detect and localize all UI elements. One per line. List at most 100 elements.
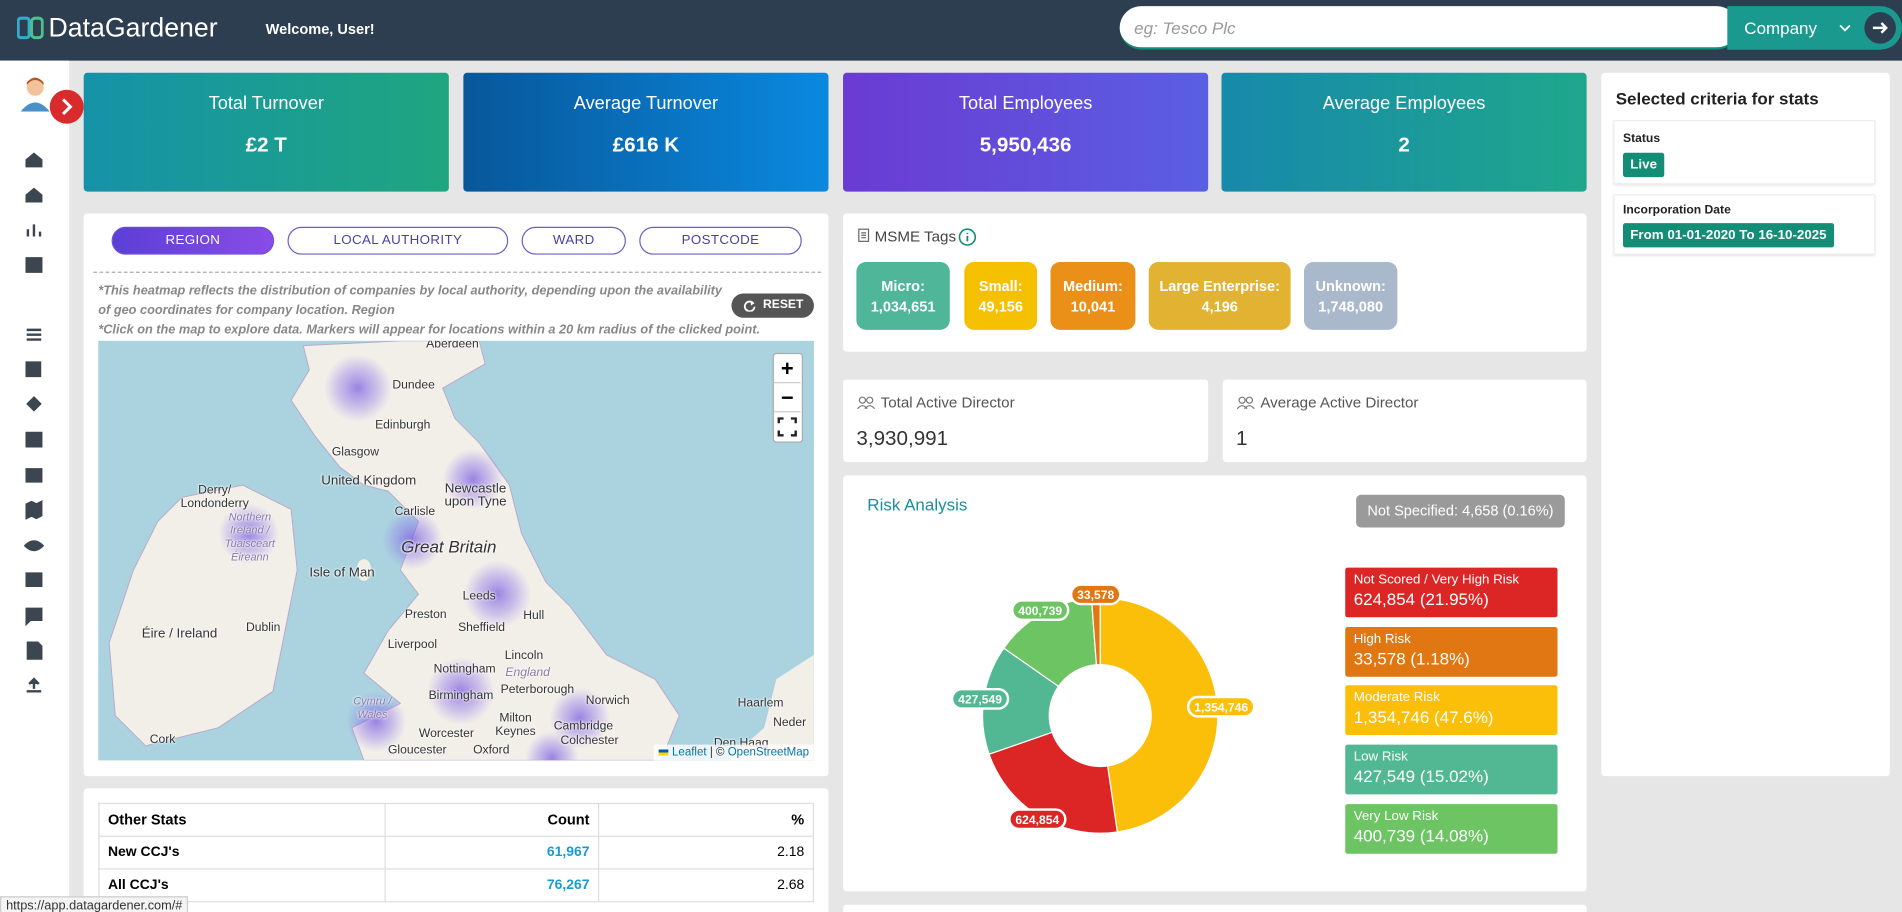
data-label-bg <box>1069 583 1122 606</box>
tag-label: Micro: <box>881 277 925 295</box>
data-label-text: 33,578 <box>1077 588 1114 602</box>
criteria-item: Status Live <box>1613 120 1876 185</box>
map-place: Dublin <box>246 621 281 635</box>
map-place: Gloucester <box>387 744 447 758</box>
other-stats-table: Other Stats Count % New CCJ's 61,967 2.1… <box>98 802 814 903</box>
logo-icon <box>16 16 44 40</box>
sidebar-icon[interactable] <box>25 257 43 273</box>
sidebar-toggle[interactable] <box>49 89 85 125</box>
sidebar-icon[interactable] <box>25 468 43 483</box>
welcome: Welcome, User! <box>265 20 375 38</box>
sidebar-icon[interactable] <box>25 500 43 520</box>
map-place: United Kingdom <box>321 473 417 489</box>
map-place: Haarlem <box>737 696 784 711</box>
criteria-label: Incorporation Date <box>1623 203 1731 218</box>
tag-value: 49,156 <box>978 298 1023 316</box>
tag-value: 10,041 <box>1070 298 1116 316</box>
row: New CCJ's 61,967 2.18 <box>98 835 814 870</box>
stat-count[interactable]: 61,967 <box>384 835 600 870</box>
osm-link[interactable]: OpenStreetMap <box>727 745 810 760</box>
criteria-badge: From 01-01-2020 To 16-10-2025 <box>1623 223 1834 248</box>
msme-panel: MSME Tags Micro: 1,034,651 Small: 49,156 M… <box>843 213 1587 352</box>
status-url: https://app.datagardener.com/# <box>0 896 189 912</box>
avatar[interactable] <box>17 75 53 112</box>
map-place: Worcester <box>418 727 474 741</box>
legend-item: High Risk 33,578 (1.18%) <box>1345 626 1558 677</box>
legend-value: 624,854 (21.95%) <box>1353 589 1489 609</box>
divider <box>93 271 822 273</box>
map-place: Leeds <box>462 590 496 604</box>
search-box[interactable]: eg: Tesco Plc <box>1119 6 1739 50</box>
map-place: Isle of Man <box>309 565 375 581</box>
leaflet-link[interactable]: Leaflet <box>672 745 707 760</box>
sidebar-icon[interactable] <box>25 572 43 587</box>
legend-item: Very Low Risk 400,739 (14.08%) <box>1345 803 1558 854</box>
sidebar-icon[interactable] <box>25 431 43 448</box>
legend-name: Very Low Risk <box>1353 808 1439 824</box>
zoom-in[interactable]: + <box>773 354 801 384</box>
data-label: 33,578 <box>1069 583 1122 606</box>
sidebar-icon[interactable] <box>26 224 42 237</box>
tag-value: 4,196 <box>1201 298 1238 316</box>
row: All CCJ's 76,267 2.68 <box>98 868 814 903</box>
search-placeholder: eg: Tesco Plc <box>1134 18 1236 38</box>
map-place: Cambridge <box>553 719 614 734</box>
reset-icon <box>743 300 756 312</box>
stat-pct: 2.18 <box>598 835 814 870</box>
director-label: Total Active Director <box>880 394 1015 412</box>
criteria-label: Status <box>1623 132 1661 146</box>
info-icon[interactable] <box>958 228 977 246</box>
sidebar-icon[interactable] <box>25 361 42 378</box>
sidebar-icons <box>23 152 45 693</box>
tag-label: Large Enterprise: <box>1159 277 1280 295</box>
sidebar-icon[interactable] <box>25 152 43 168</box>
attribution-sep: | © <box>709 745 725 760</box>
map[interactable]: Aberdeen Dundee Edinburgh Glasgow United Kin… <box>98 340 814 761</box>
stat-pct: 2.68 <box>598 868 814 903</box>
risk-donut: 1,354,746 624,854 427,549 400,739 33,578 <box>950 583 1256 834</box>
sidebar-icon[interactable] <box>26 396 42 412</box>
flag <box>659 749 669 756</box>
search-go[interactable] <box>1863 11 1897 45</box>
sidebar-icon[interactable] <box>26 677 42 693</box>
top-bar: DataGardener Welcome, User! eg: Tesco Pl… <box>0 0 1902 61</box>
msme-tag: Large Enterprise: 4,196 <box>1148 261 1291 330</box>
map-tab[interactable]: POSTCODE <box>639 226 802 255</box>
map-place: Great Britain <box>401 536 497 557</box>
map-place: Lincoln <box>504 649 544 663</box>
map-place: Peterborough <box>500 683 575 697</box>
sidebar-icon[interactable] <box>23 540 45 552</box>
legend-value: 33,578 (1.18%) <box>1353 648 1470 668</box>
data-label: 624,854 <box>1008 808 1067 831</box>
zoom-out[interactable]: − <box>773 383 801 413</box>
map-tab[interactable]: REGION <box>111 226 275 255</box>
map-tab[interactable]: WARD <box>521 226 626 255</box>
sidebar-icon[interactable] <box>25 187 43 203</box>
msme-icon <box>858 228 870 242</box>
criteria-badge: Live <box>1623 152 1665 178</box>
tag-value: 1,748,080 <box>1318 298 1384 316</box>
legend-item: Not Scored / Very High Risk 624,854 (21.9… <box>1345 567 1558 618</box>
sidebar-icon[interactable] <box>26 328 42 341</box>
map-place: Milton Keynes <box>495 711 536 739</box>
header-cell: Other Stats <box>98 802 386 837</box>
reset-button[interactable]: RESET <box>731 293 814 318</box>
data-label: 427,549 <box>950 687 1010 710</box>
fullscreen[interactable] <box>777 417 797 437</box>
data-label-bg <box>950 687 1010 710</box>
legend-value: 1,354,746 (47.6%) <box>1353 707 1494 727</box>
msme-tag: Small: 49,156 <box>964 261 1038 330</box>
map-place: Aberdeen <box>426 340 479 352</box>
sidebar-icon[interactable] <box>25 607 43 627</box>
attribution: Leaflet | © OpenStreetMap <box>654 744 814 761</box>
next-panel <box>843 904 1587 912</box>
brand: DataGardener <box>48 12 218 43</box>
map-place: Oxford <box>473 744 510 758</box>
msme-tag: Unknown: 1,748,080 <box>1303 261 1398 330</box>
stat-count[interactable]: 76,267 <box>384 868 600 903</box>
map-tab[interactable]: LOCAL AUTHORITY <box>287 226 509 255</box>
tag-value: 1,034,651 <box>870 298 936 316</box>
sidebar-icon[interactable] <box>26 641 43 660</box>
search-type[interactable]: Company <box>1727 6 1902 50</box>
